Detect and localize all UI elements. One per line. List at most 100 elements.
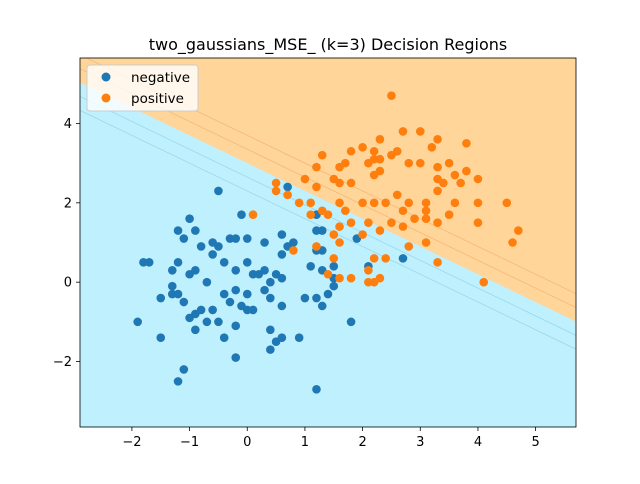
point-positive xyxy=(364,218,373,227)
point-negative xyxy=(202,317,212,327)
point-positive xyxy=(335,273,344,283)
point-negative xyxy=(219,258,229,267)
point-negative xyxy=(289,238,298,247)
point-positive xyxy=(502,198,512,208)
point-negative xyxy=(225,297,235,307)
point-positive xyxy=(473,218,483,227)
point-positive xyxy=(329,254,339,263)
point-positive xyxy=(433,162,442,172)
point-negative xyxy=(167,265,177,275)
x-tick-label: 4 xyxy=(474,435,482,450)
point-positive xyxy=(375,154,385,164)
point-positive xyxy=(479,277,489,287)
x-tick-label: 2 xyxy=(358,435,366,450)
point-negative xyxy=(144,258,154,267)
point-negative xyxy=(266,277,275,287)
point-negative xyxy=(231,353,241,362)
point-negative xyxy=(231,285,241,295)
point-positive xyxy=(404,158,414,168)
x-tick-label: 1 xyxy=(301,435,309,450)
point-positive xyxy=(306,198,315,208)
point-positive xyxy=(335,222,344,231)
point-positive xyxy=(427,142,437,152)
point-positive xyxy=(317,206,327,216)
region-positive xyxy=(80,58,576,322)
point-negative xyxy=(191,226,200,235)
point-positive xyxy=(444,210,454,220)
point-negative xyxy=(277,230,287,239)
point-positive xyxy=(341,206,350,216)
contour-line xyxy=(80,110,576,350)
legend-label-negative: negative xyxy=(131,70,190,86)
point-positive xyxy=(358,198,367,208)
point-negative xyxy=(202,277,212,287)
point-negative xyxy=(208,305,217,315)
point-positive xyxy=(421,198,431,208)
point-positive xyxy=(404,198,414,208)
point-positive xyxy=(346,273,356,283)
point-positive xyxy=(375,135,385,144)
point-positive xyxy=(444,158,454,168)
point-negative xyxy=(173,289,183,299)
point-negative xyxy=(214,186,223,196)
point-positive xyxy=(473,198,483,208)
point-negative xyxy=(306,262,315,271)
point-positive xyxy=(398,127,408,136)
point-negative xyxy=(237,210,246,220)
point-positive xyxy=(329,230,339,239)
point-negative xyxy=(323,289,333,299)
point-positive xyxy=(300,174,310,184)
point-negative xyxy=(231,265,241,275)
point-negative xyxy=(214,317,223,327)
point-positive xyxy=(335,238,344,247)
point-positive xyxy=(421,206,431,216)
x-tick-label: 0 xyxy=(243,435,251,450)
point-negative xyxy=(156,333,166,343)
point-negative xyxy=(214,242,223,251)
point-negative xyxy=(231,234,241,243)
point-negative xyxy=(208,250,217,259)
point-positive xyxy=(473,174,483,184)
point-negative xyxy=(231,321,241,331)
point-positive xyxy=(387,218,396,227)
point-negative xyxy=(185,313,194,323)
point-positive xyxy=(335,198,344,208)
point-negative xyxy=(242,258,252,267)
point-positive xyxy=(358,142,367,152)
point-negative xyxy=(242,305,252,315)
point-negative xyxy=(219,289,229,299)
legend-box xyxy=(86,64,199,112)
point-positive xyxy=(433,258,442,267)
y-tick-label: 0 xyxy=(64,276,72,291)
point-negative xyxy=(219,333,229,343)
point-positive xyxy=(341,158,350,168)
point-negative xyxy=(266,293,275,303)
point-negative xyxy=(167,281,177,291)
point-negative xyxy=(196,305,206,315)
point-positive xyxy=(433,186,442,196)
point-positive xyxy=(387,150,396,160)
point-negative xyxy=(329,281,339,291)
point-negative xyxy=(156,293,166,303)
point-positive xyxy=(364,158,373,168)
x-tick-label: 5 xyxy=(531,435,539,450)
point-positive xyxy=(369,254,379,263)
chart-title: two_gaussians_MSE_ (k=3) Decision Region… xyxy=(149,35,508,55)
point-negative xyxy=(312,226,321,235)
point-negative xyxy=(266,345,275,354)
legend-marker-positive xyxy=(101,93,111,103)
point-positive xyxy=(456,178,465,188)
point-negative xyxy=(346,317,356,327)
y-tick-label: 4 xyxy=(64,117,72,132)
point-negative xyxy=(191,325,200,335)
x-axis-ticks: −2 −1 0 1 2 3 4 5 xyxy=(122,427,540,450)
point-positive xyxy=(410,214,419,223)
point-positive xyxy=(381,254,390,263)
point-positive xyxy=(312,162,321,172)
point-positive xyxy=(404,242,414,251)
point-negative xyxy=(242,234,252,243)
point-positive xyxy=(346,146,356,156)
point-positive xyxy=(450,198,460,208)
point-negative xyxy=(173,258,183,267)
point-positive xyxy=(415,127,425,136)
